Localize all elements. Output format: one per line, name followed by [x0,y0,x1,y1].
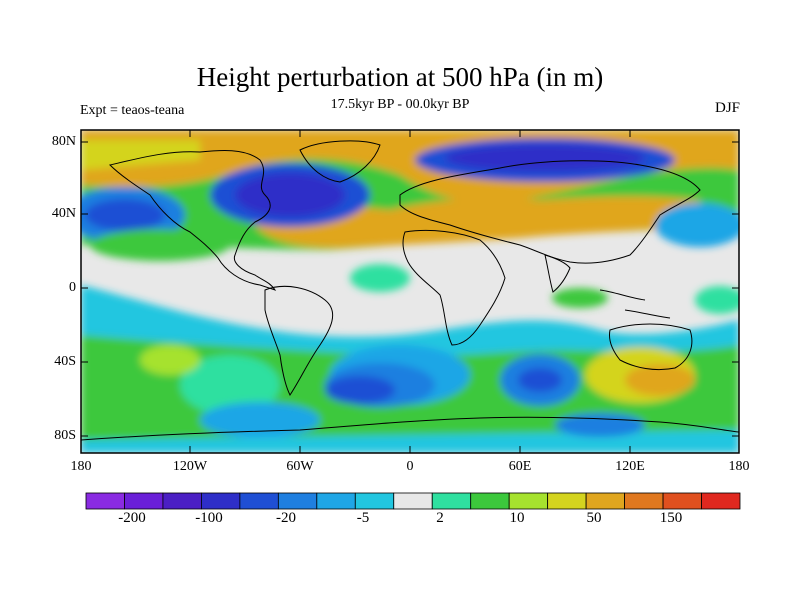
lat-label-80s: 80S [54,428,76,443]
colorbar-label: 50 [586,510,602,526]
season-label: DJF [714,100,740,116]
colorbar-swatch [354,492,395,510]
colorbar-swatch [85,492,125,510]
axis-ticks [81,130,739,453]
experiment-label: Expt = teaos-teana [80,103,185,118]
colorbar-swatch [201,492,241,510]
lon-label-60w: 60W [286,459,314,474]
lat-label-40s: 40S [54,354,76,369]
colorbar-swatch [585,492,625,510]
lon-label-0: 0 [406,459,414,474]
plot-subtitle: 17.5kyr BP - 00.0kyr BP [330,97,470,112]
colorbar-swatch [162,492,202,510]
colorbar-label: -100 [195,510,223,526]
colorbar-swatch [277,492,318,510]
colorbar-swatch [239,492,279,510]
colorbar-label: 10 [509,510,525,526]
lon-label-120w: 120W [172,459,208,474]
colorbar-swatch [701,492,741,510]
colorbar-swatch [393,492,433,510]
colorbar-swatch [547,492,587,510]
lat-label-0: 0 [69,280,76,295]
colorbar-swatch [662,492,702,510]
colorbar-label: 2 [436,510,444,526]
lon-label-180w: 180 [70,459,92,474]
colorbar-swatch [624,492,664,510]
colorbar-swatch [124,492,164,510]
plot-title: Height perturbation at 500 hPa (in m) [196,62,604,92]
lat-label-40n: 40N [51,206,76,221]
coastlines [81,140,739,441]
colorbar-swatch [431,492,472,510]
lon-label-60e: 60E [508,459,532,474]
colorbar-swatch [470,492,510,510]
lon-label-180e: 180 [728,459,750,474]
colorbar-swatch [508,492,549,510]
lon-label-120e: 120E [615,459,645,474]
colorbar [85,492,741,510]
contour-field [81,130,739,453]
colorbar-label: -20 [276,510,296,526]
colorbar-swatch [316,492,356,510]
colorbar-label: -200 [118,510,146,526]
colorbar-label: 150 [659,510,683,526]
colorbar-label: -5 [356,510,370,526]
lat-label-80n: 80N [51,134,76,149]
